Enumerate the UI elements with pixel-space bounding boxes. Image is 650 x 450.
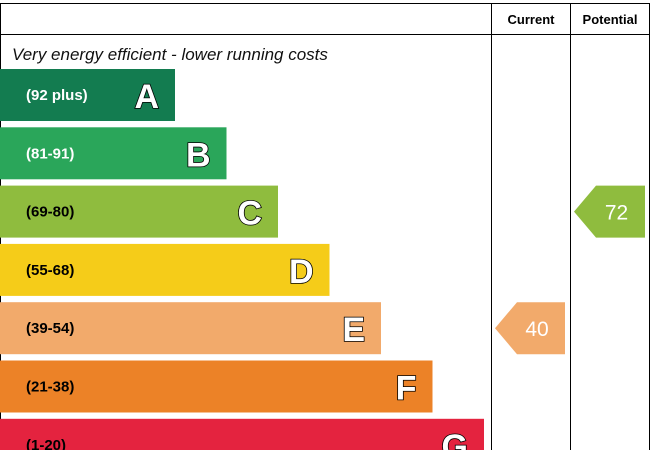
band-c-bar — [0, 185, 278, 238]
potential-rating-marker: 72 — [574, 185, 645, 238]
band-d: (55-68) D — [0, 243, 330, 296]
current-column-header: Current — [508, 12, 556, 27]
current-rating-marker: 40 — [495, 302, 565, 355]
band-g-range: (1-20) — [26, 437, 66, 450]
band-d-bar — [0, 243, 330, 296]
band-e-letter: E — [342, 311, 365, 349]
band-d-range: (55-68) — [26, 262, 74, 279]
band-g: (1-20) G — [0, 418, 484, 450]
band-c: (69-80) C — [0, 185, 278, 238]
rating-markers: 40 72 — [495, 185, 645, 355]
band-f-range: (21-38) — [26, 379, 74, 396]
band-e-bar — [0, 302, 381, 355]
efficiency-subtitle: Very energy efficient - lower running co… — [12, 45, 328, 64]
band-a-bar — [0, 69, 175, 121]
band-c-range: (69-80) — [26, 204, 74, 221]
band-f: (21-38) F — [0, 360, 433, 413]
band-b-range: (81-91) — [26, 145, 74, 162]
band-a: (92 plus) A — [0, 69, 175, 121]
current-rating-arrow — [495, 302, 565, 355]
band-b-letter: B — [186, 136, 211, 174]
band-g-letter: G — [442, 428, 468, 450]
band-g-bar — [0, 418, 484, 450]
band-a-range: (92 plus) — [26, 87, 88, 104]
band-e-range: (39-54) — [26, 320, 74, 337]
band-f-letter: F — [396, 370, 417, 408]
potential-column-header: Potential — [583, 12, 638, 27]
band-b: (81-91) B — [0, 127, 227, 180]
current-rating-value: 40 — [525, 318, 548, 341]
band-c-letter: C — [237, 195, 262, 233]
band-a-letter: A — [134, 78, 159, 116]
rating-bands: (92 plus) A (81-91) B (69-80) C (55-68) D (39-54… — [0, 69, 484, 450]
band-e: (39-54) E — [0, 302, 381, 355]
band-f-bar — [0, 360, 433, 413]
band-b-bar — [0, 127, 227, 180]
potential-rating-value: 72 — [605, 202, 628, 225]
band-d-letter: D — [289, 253, 314, 291]
potential-rating-arrow — [574, 185, 645, 238]
